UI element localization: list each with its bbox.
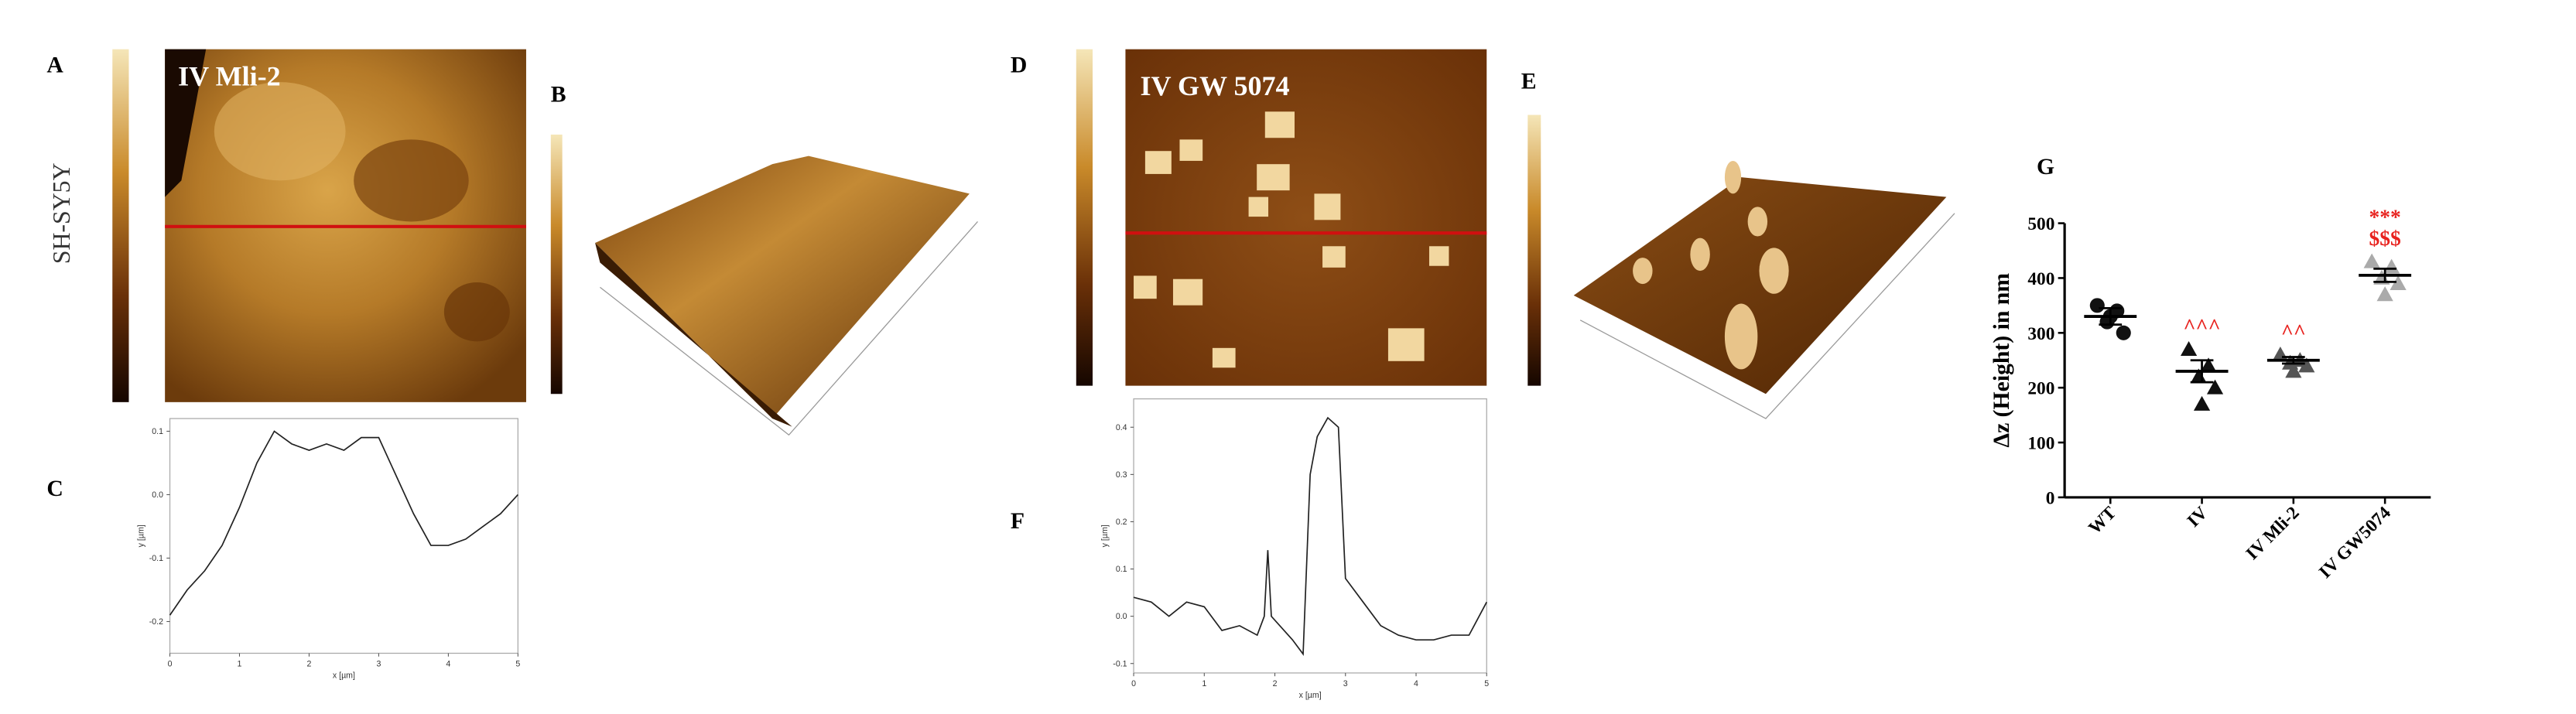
significance-label: ^^ xyxy=(2281,319,2306,343)
afm-surface xyxy=(1573,177,1947,395)
error-bar xyxy=(2099,307,2123,326)
panel-label: A xyxy=(46,53,63,77)
y-tick-label: 200 xyxy=(2027,379,2054,399)
x-tick-label: 3 xyxy=(1343,679,1348,688)
significance-label: ^^^ xyxy=(2184,313,2221,337)
color-bar xyxy=(550,134,563,395)
x-tick-label: IV GW5074 xyxy=(2315,503,2395,582)
data-point xyxy=(2390,275,2407,291)
significance-label: $$$ xyxy=(2369,226,2401,250)
data-point xyxy=(2193,395,2211,411)
y-tick-label: 400 xyxy=(2027,269,2054,289)
plot-frame xyxy=(1133,398,1487,674)
y-tick-label: 500 xyxy=(2027,214,2054,234)
panel-label: B xyxy=(551,83,566,108)
panel-label: E xyxy=(1521,70,1537,94)
x-tick-label: 3 xyxy=(376,659,381,668)
data-point xyxy=(2376,286,2393,302)
panel-label: F xyxy=(1011,509,1025,534)
y-axis-label: y [µm] xyxy=(137,524,146,547)
data-point xyxy=(2206,379,2224,395)
data-point xyxy=(2116,325,2131,340)
afm-feature xyxy=(443,282,510,342)
y-tick-label: 300 xyxy=(2027,324,2054,344)
color-bar xyxy=(1527,114,1541,386)
x-axis-label: x [µm] xyxy=(333,671,355,680)
data-point xyxy=(2383,258,2400,274)
afm-surface xyxy=(595,155,970,419)
x-tick-label: 5 xyxy=(1484,679,1489,688)
y-tick-label: 0.0 xyxy=(152,490,163,500)
cell-line: SH-SY5Y xyxy=(48,162,75,264)
y-tick-label: 100 xyxy=(2027,434,2054,454)
x-tick-label: 4 xyxy=(1414,679,1418,688)
x-tick-label: 1 xyxy=(238,659,242,668)
plot-frame xyxy=(169,418,518,654)
data-point xyxy=(2200,357,2217,373)
panel-label: G xyxy=(2037,155,2054,179)
y-tick-label: -0.1 xyxy=(1113,659,1127,668)
data-point xyxy=(2298,357,2315,373)
color-bar xyxy=(1076,49,1093,386)
x-tick-label: 1 xyxy=(1202,679,1206,688)
y-tick-label: 0 xyxy=(2046,488,2055,508)
image-title: IV GW 5074 xyxy=(1141,70,1290,101)
x-axis-label: x [µm] xyxy=(1299,691,1322,700)
data-point xyxy=(2363,253,2380,268)
data-point xyxy=(2285,363,2302,378)
x-tick-label: 2 xyxy=(307,659,312,668)
afm-image xyxy=(1125,49,1487,386)
afm-feature xyxy=(214,82,346,181)
data-point xyxy=(2089,298,2105,313)
error-bar xyxy=(2282,356,2305,365)
image-title: IV Mli-2 xyxy=(178,60,281,91)
surface-axis xyxy=(1579,213,1955,419)
y-tick-label: 0.1 xyxy=(152,427,163,436)
error-bar xyxy=(2190,359,2214,384)
x-tick-label: 0 xyxy=(168,659,173,668)
color-bar xyxy=(112,49,129,402)
x-tick-label: 4 xyxy=(446,659,450,668)
x-tick-label: 5 xyxy=(515,659,520,668)
afm-feature xyxy=(354,139,469,222)
afm-particles xyxy=(1134,111,1449,368)
y-tick-label: -0.1 xyxy=(149,554,163,563)
panel-label: C xyxy=(46,477,63,501)
y-tick-label: 0.1 xyxy=(1116,565,1127,574)
error-bar xyxy=(2373,268,2397,283)
y-axis-label: Δz (Height) in nm xyxy=(1989,273,2014,448)
data-point xyxy=(2180,340,2198,357)
x-tick-label: WT xyxy=(2085,503,2120,538)
afm-shadow xyxy=(165,49,207,197)
y-tick-label: -0.2 xyxy=(149,617,163,627)
y-tick-label: 0.3 xyxy=(1116,470,1127,480)
x-tick-label: IV Mli-2 xyxy=(2242,503,2304,564)
significance-label: *** xyxy=(2369,204,2400,228)
y-tick-label: 0.4 xyxy=(1116,423,1127,432)
y-tick-label: 0.0 xyxy=(1116,612,1127,621)
surface-axis xyxy=(600,221,978,436)
y-axis-label: y [µm] xyxy=(1100,524,1110,547)
x-tick-label: IV xyxy=(2184,503,2212,531)
y-tick-label: 0.2 xyxy=(1116,518,1127,527)
panel-label: D xyxy=(1011,53,1027,77)
afm-peaks xyxy=(1633,160,1789,370)
x-tick-label: 0 xyxy=(1131,679,1136,688)
profile-line xyxy=(169,430,518,616)
profile-line xyxy=(1133,416,1487,656)
x-tick-label: 2 xyxy=(1273,679,1278,688)
